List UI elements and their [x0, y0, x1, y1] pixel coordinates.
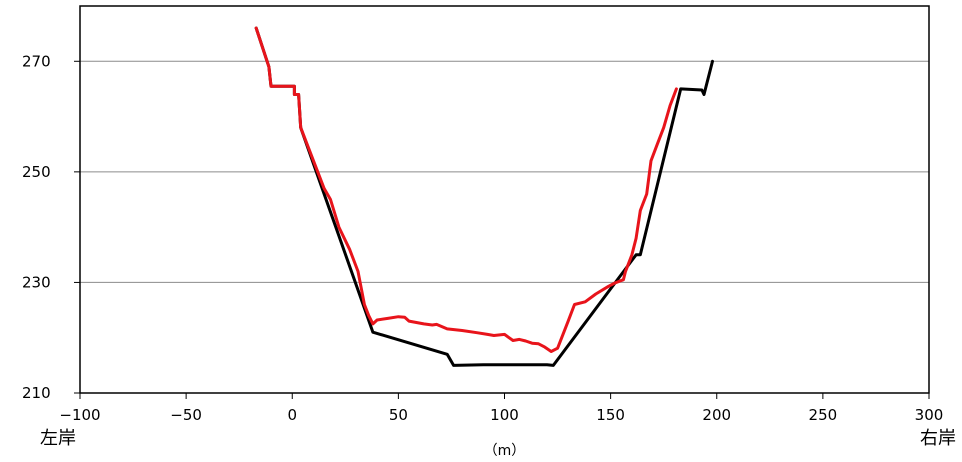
x-tick-label: 100 [490, 406, 519, 424]
x-tick-label: 200 [702, 406, 731, 424]
x-tick-label: 0 [287, 406, 297, 424]
x-axis-unit-label: （m） [484, 443, 526, 459]
y-tick-label: 210 [22, 384, 51, 402]
x-tick-label: 150 [596, 406, 625, 424]
y-tick-label: 230 [22, 273, 51, 291]
x-tick-label: −100 [59, 406, 100, 424]
y-axis: 210 230 250 270 [22, 52, 80, 402]
y-tick-label: 270 [22, 52, 51, 70]
series-layer [254, 26, 714, 367]
x-tick-label: 250 [809, 406, 838, 424]
series-line-red [254, 26, 678, 353]
x-tick-label: −50 [170, 406, 202, 424]
left-bank-label: 左岸 [40, 428, 76, 449]
x-tick-label: 50 [389, 406, 408, 424]
x-tick-label: 300 [915, 406, 944, 424]
y-tick-label: 250 [22, 163, 51, 181]
right-bank-label: 右岸 [920, 428, 956, 449]
horizontal-gridlines [80, 60, 929, 283]
x-axis: −100 −50 0 50 100 150 200 250 300 [59, 393, 943, 424]
